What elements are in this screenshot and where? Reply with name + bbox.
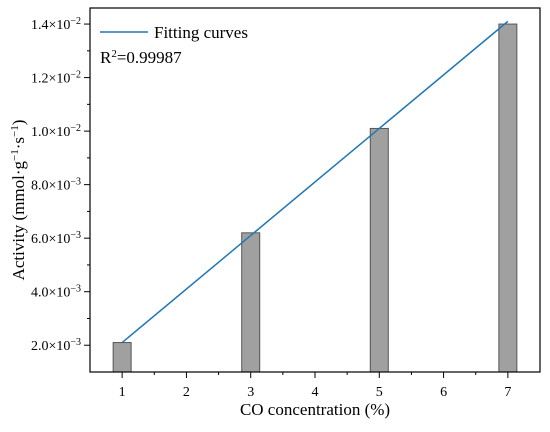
x-tick-label-5: 5 bbox=[376, 385, 383, 400]
legend-label: Fitting curves bbox=[154, 23, 248, 42]
bar-x7 bbox=[498, 23, 518, 373]
y-tick-label: 6.0×10−3 bbox=[31, 230, 81, 248]
y-tick-label: 1.4×10−2 bbox=[31, 16, 81, 34]
x-tick-label-3: 3 bbox=[247, 385, 254, 400]
y-axis-title-part3: ) bbox=[9, 120, 28, 126]
x-tick-label-4: 4 bbox=[312, 385, 319, 400]
x-tick-label-2: 2 bbox=[183, 385, 190, 400]
r-squared-base: R bbox=[100, 48, 112, 67]
x-tick-label-1: 1 bbox=[119, 385, 126, 400]
x-axis-title: CO concentration (%) bbox=[240, 400, 390, 419]
bars-layer bbox=[112, 23, 518, 373]
fit-line-layer bbox=[121, 20, 509, 344]
bar-x1 bbox=[112, 342, 132, 373]
r-squared-superscript: 2 bbox=[111, 48, 117, 60]
y-tick-label: 1.0×10−2 bbox=[31, 123, 81, 141]
x-tick-label-6: 6 bbox=[440, 385, 447, 400]
x-tick-label-7: 7 bbox=[504, 385, 511, 400]
y-tick-label: 1.2×10−2 bbox=[31, 69, 81, 87]
y-axis-title-sup2: −1 bbox=[9, 125, 21, 137]
legend: Fitting curves bbox=[100, 23, 248, 42]
r-squared-annotation: R2=0.99987 bbox=[100, 48, 182, 67]
r-squared-value: =0.99987 bbox=[117, 48, 182, 67]
bar-x3 bbox=[241, 232, 261, 373]
y-tick-label: 4.0×10−3 bbox=[31, 283, 81, 301]
y-tick-label: 2.0×10−3 bbox=[31, 337, 81, 355]
y-axis-title: Activity (mmol·g−1·s−1) bbox=[9, 120, 28, 281]
y-axis-title-sup1: −1 bbox=[9, 149, 21, 161]
bar-x5 bbox=[369, 127, 389, 373]
y-tick-label: 8.0×10−3 bbox=[31, 176, 81, 194]
y-axis-title-part2: ·s bbox=[9, 137, 28, 149]
fit-line bbox=[121, 20, 509, 344]
ticks-layer: 1 2 3 4 5 6 7 2.0×10−3 4.0×10−3 6.0×10−3 8.0×10−3 1… bbox=[31, 16, 511, 400]
y-axis-title-part1: Activity (mmol·g bbox=[9, 160, 28, 280]
